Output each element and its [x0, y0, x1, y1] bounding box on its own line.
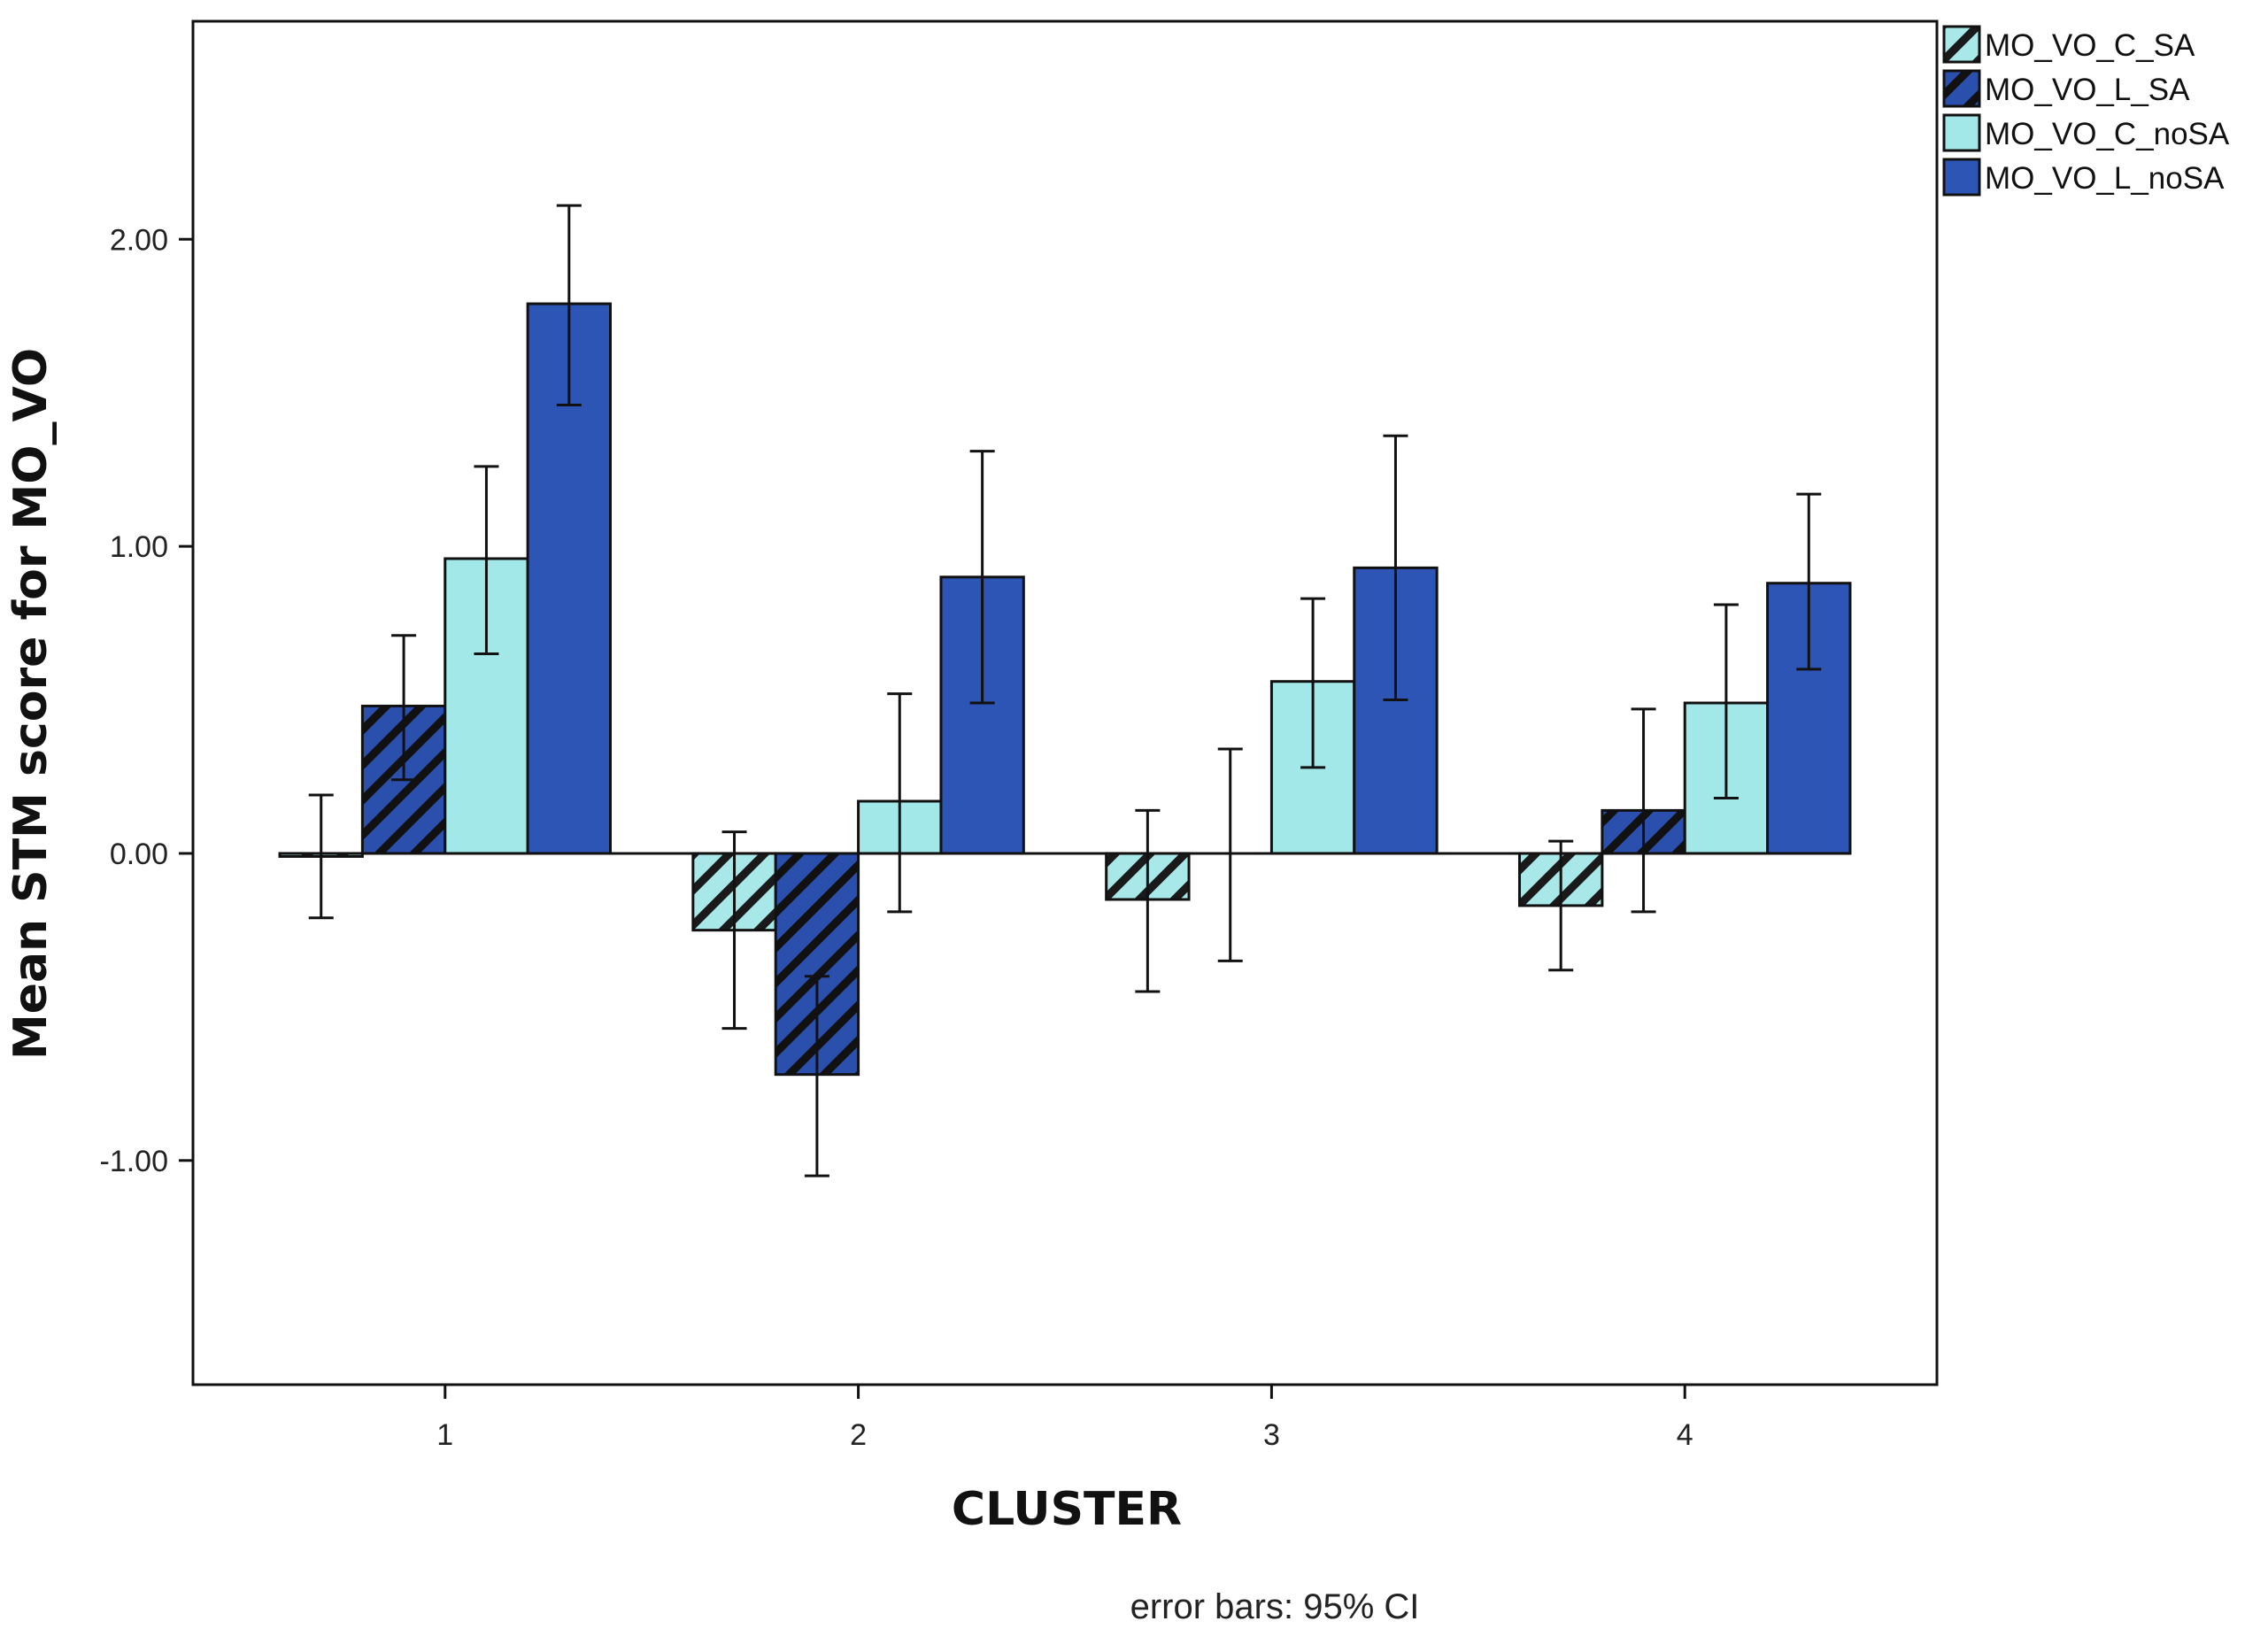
x-tick-label-4: 4	[1677, 1418, 1693, 1452]
error-bars-note: error bars: 95% CI	[1130, 1587, 1420, 1626]
legend-label-MO_VO_L_SA: MO_VO_L_SA	[1985, 73, 2190, 107]
x-tick-label-2: 2	[850, 1418, 867, 1452]
y-axis-title: Mean STM score for MO_VO	[4, 348, 58, 1060]
y-tick-label-1: 0.00	[110, 838, 168, 871]
legend-swatch-MO_VO_C_noSA	[1942, 113, 1981, 152]
legend-label-MO_VO_L_noSA: MO_VO_L_noSA	[1985, 161, 2225, 196]
y-tick-label-0: -1.00	[100, 1145, 169, 1178]
x-axis-title: CLUSTER	[952, 1483, 1182, 1536]
x-tick-label-1: 1	[436, 1418, 453, 1452]
legend-swatch-MO_VO_L_SA	[1942, 69, 1981, 108]
x-tick-label-3: 3	[1263, 1418, 1280, 1452]
legend-label-MO_VO_C_SA: MO_VO_C_SA	[1985, 28, 2195, 63]
legend-swatch-MO_VO_L_noSA	[1942, 158, 1981, 197]
legend-label-MO_VO_C_noSA: MO_VO_C_noSA	[1985, 117, 2230, 151]
legend-swatch-MO_VO_C_SA	[1942, 25, 1981, 64]
y-tick-label-2: 1.00	[110, 530, 168, 564]
y-tick-label-3: 2.00	[110, 223, 168, 257]
